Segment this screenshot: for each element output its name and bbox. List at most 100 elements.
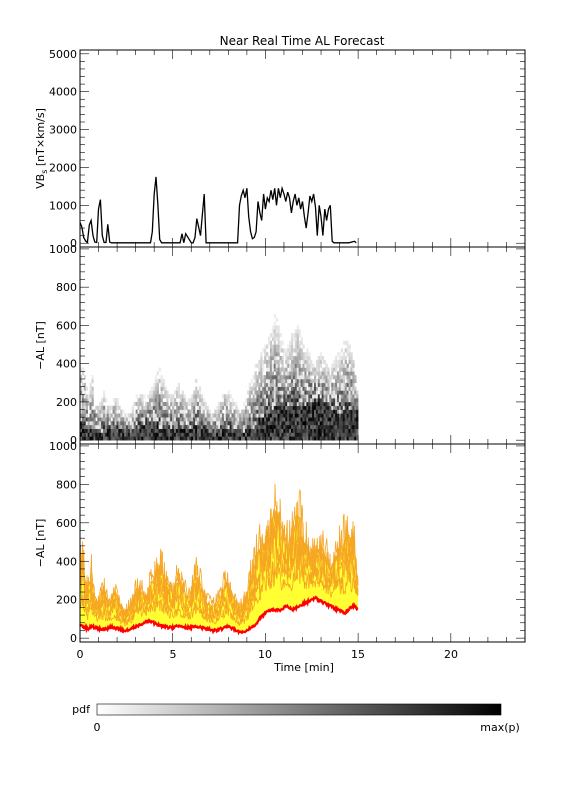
pdf-cell [85,413,88,418]
pdf-cell [335,413,338,418]
pdf-cell [250,378,253,384]
pdf-cell [172,405,175,410]
pdf-cell [315,371,319,376]
pdf-cell [227,401,230,407]
pdf-cell [150,401,154,407]
pdf-cell [269,340,273,345]
pdf-cell [308,421,311,426]
pdf-cell [252,386,255,391]
pdf-cell [212,432,215,437]
pdf-cell [99,428,102,433]
pdf-cell [329,378,332,384]
pdf-cell [93,421,96,426]
pdf-cell [141,417,144,422]
pdf-cell [331,424,334,429]
pdf-cell [277,325,280,330]
pdf-cell [306,413,309,418]
pdf-cell [248,424,252,429]
pdf-cell [350,401,353,407]
pdf-cell [319,394,322,399]
pdf-cell [212,424,215,429]
pdf-cell [352,378,355,384]
pdf-cell [200,432,204,437]
pdf-cell [218,405,221,410]
pdf-cell [145,436,148,441]
pdf-cell [200,394,204,399]
pdf-cell [333,436,336,441]
pdf-cell [181,390,184,395]
pdf-cell [206,413,209,418]
pdf-cell [266,398,269,403]
pdf-cell [298,329,301,334]
pdf-cell [337,352,340,357]
pdf-cell [116,424,119,429]
pdf-cell [344,382,347,387]
pdf-cell [266,394,269,399]
pdf-cell [335,382,338,387]
pdf-cell [91,398,94,403]
pdf-cell [131,424,135,429]
pdf-cell [306,371,309,376]
pdf-cell [250,390,253,395]
pdf-cell [294,336,298,342]
pdf-cell [204,436,207,441]
pdf-cell [103,409,106,414]
pdf-cell [246,421,250,426]
pdf-cell [229,428,232,433]
pdf-cell [149,409,152,414]
pdf-cell [198,417,202,422]
pdf-cell [269,390,273,395]
pdf-cell [177,428,181,433]
pdf-cell [269,375,273,380]
pdf-cell [187,428,190,433]
pdf-cell [350,356,353,361]
pdf-cell [294,356,298,361]
pdf-cell [296,401,299,407]
pdf-cell [290,401,294,407]
pdf-cell [279,356,282,361]
pdf-cell [269,409,273,414]
pdf-cell [290,424,294,429]
pdf-cell [354,386,357,391]
pdf-cell [308,413,311,418]
pdf-cell [225,432,228,437]
pdf-cell [267,367,271,372]
pdf-cell [306,348,309,353]
pdf-cell [338,432,342,437]
pdf-cell [152,421,156,426]
pdf-cell [342,390,345,395]
pdf-cell [195,390,198,395]
pdf-cell [331,390,334,395]
pdf-cell [149,436,152,441]
pdf-cell [317,401,321,407]
pdf-cell [346,390,349,395]
pdf-cell [304,424,307,429]
pdf-cell [279,386,282,391]
pdf-cell [193,436,196,441]
pdf-cell [312,390,315,395]
pdf-cell [337,417,340,422]
pdf-cell [329,401,332,407]
pdf-cell [283,375,286,380]
pdf-cell [112,417,115,422]
pdf-cell [101,436,104,441]
pdf-cell [244,421,248,426]
pdf-cell [346,421,349,426]
pdf-cell [292,413,296,418]
pdf-cell [145,413,148,418]
y-tick-label: 1000 [49,199,77,212]
pdf-cell [106,405,110,410]
pdf-cell [325,363,328,368]
pdf-cell [283,424,286,429]
pdf-cell [191,398,194,403]
pdf-cell [91,421,94,426]
pdf-cell [166,421,169,426]
pdf-cell [116,401,119,407]
pdf-cell [281,386,284,391]
pdf-cell [277,409,280,414]
pdf-cell [292,436,296,441]
pdf-cell [271,375,275,380]
pdf-cell [285,378,288,384]
pdf-cell [340,436,344,441]
pdf-cell [312,378,315,384]
